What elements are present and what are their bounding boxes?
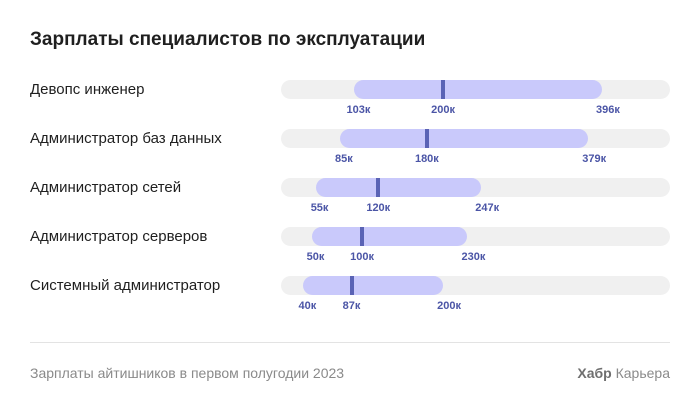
tick-label-max: 230к: [461, 251, 486, 263]
tick-label-max: 200к: [437, 300, 462, 312]
row-label: Администратор сетей: [30, 179, 182, 196]
salary-range-bar: [311, 227, 468, 246]
tick-label-max: 379к: [582, 153, 607, 165]
tick-label-median: 180к: [414, 153, 439, 165]
salary-range-bar: [339, 129, 589, 148]
tick-label-min: 103к: [346, 104, 371, 116]
footer-caption: Зарплаты айтишников в первом полугодии 2…: [30, 365, 345, 381]
brand-suffix: Карьера: [615, 365, 670, 381]
row-label: Девопс инженер: [30, 81, 145, 98]
median-marker: [441, 80, 446, 99]
tick-label-min: 55к: [310, 202, 329, 214]
salary-range-bar: [354, 80, 602, 99]
tick-label-median: 100к: [350, 251, 374, 263]
row-label: Системный администратор: [30, 277, 221, 294]
tick-label-median: 200к: [431, 104, 456, 116]
tick-label-min: 50к: [306, 251, 325, 263]
chart-title: Зарплаты специалистов по эксплуатации: [30, 29, 426, 50]
footer-brand: Хабр Карьера: [577, 365, 670, 381]
salary-range-bar: [303, 276, 444, 295]
row-label: Администратор серверов: [30, 228, 208, 245]
tick-label-max: 396к: [595, 104, 620, 116]
tick-label-median: 87к: [342, 300, 361, 312]
median-marker: [376, 178, 381, 197]
median-marker: [360, 227, 365, 246]
salary-range-bar: [315, 178, 482, 197]
median-marker: [424, 129, 429, 148]
median-marker: [349, 276, 354, 295]
row-label: Администратор баз данных: [30, 130, 222, 147]
tick-label-min: 85к: [335, 153, 353, 165]
brand-name: Хабр: [577, 365, 612, 381]
tick-label-max: 247к: [475, 202, 500, 214]
tick-label-min: 40к: [298, 300, 317, 312]
tick-label-median: 120к: [366, 202, 391, 214]
footer-divider: [30, 342, 670, 343]
